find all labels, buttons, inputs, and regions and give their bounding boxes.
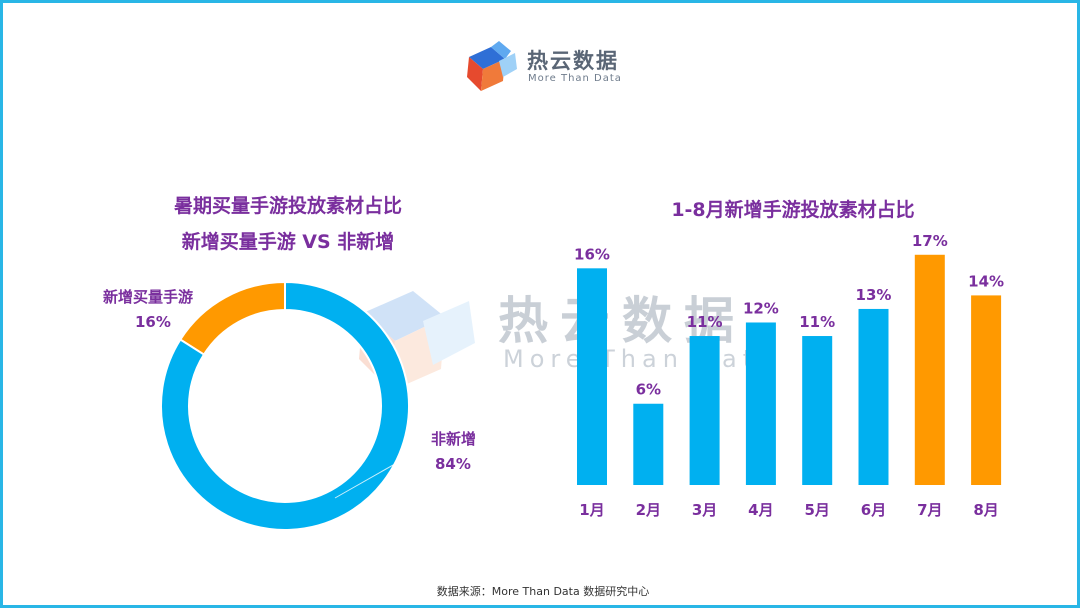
bar-4月 bbox=[745, 322, 776, 485]
brand-logo: 热云数据 More Than Data bbox=[465, 39, 635, 95]
x-tick-label: 4月 bbox=[748, 501, 773, 519]
bar-value-label: 13% bbox=[856, 286, 892, 304]
watermark-subtitle: More Than Data bbox=[503, 345, 779, 373]
donut-leader-line bbox=[334, 447, 424, 499]
bar-value-label: 17% bbox=[912, 232, 948, 250]
bar-value-label: 12% bbox=[743, 299, 779, 317]
x-tick-label: 1月 bbox=[579, 501, 604, 519]
bar-value-label: 16% bbox=[574, 245, 610, 263]
cube-logo-icon bbox=[467, 41, 517, 91]
bar-chart: 16% 1月 6% 2月 11% 3月 12% 4月 11% 5月 13% 6月 17% 7月 14% 8月 bbox=[574, 232, 1004, 519]
donut-slice-label-existing: 非新增 bbox=[431, 430, 477, 448]
bar-value-label: 14% bbox=[968, 272, 1004, 290]
donut-title-line-2: 新增买量手游 VS 非新增 bbox=[181, 231, 395, 253]
donut-slice-value-new: 16% bbox=[135, 313, 171, 331]
charts-canvas: 16% 1月 6% 2月 11% 3月 12% 4月 11% 5月 13% 6月 17% 7月 14% 8月 bbox=[160, 232, 1004, 531]
donut-slice-value-existing: 84% bbox=[435, 455, 471, 473]
bar-value-label: 11% bbox=[687, 313, 723, 331]
logo-name: 热云数据 bbox=[527, 49, 619, 73]
bar-1月 bbox=[577, 268, 607, 485]
donut-title-line-1: 暑期买量手游投放素材占比 bbox=[173, 195, 402, 217]
bar-6月 bbox=[858, 308, 889, 485]
donut-slice-label-new: 新增买量手游 bbox=[103, 288, 194, 306]
bar-value-label: 6% bbox=[636, 381, 661, 399]
bar-8月 bbox=[971, 295, 1002, 485]
x-tick-label: 8月 bbox=[973, 501, 998, 519]
source-note: 数据来源：More Than Data 数据研究中心 bbox=[436, 585, 650, 598]
x-tick-label: 3月 bbox=[692, 501, 717, 519]
x-tick-label: 7月 bbox=[917, 501, 942, 519]
donut-slice-existing bbox=[160, 280, 410, 531]
bar-2月 bbox=[633, 403, 664, 485]
bar-3月 bbox=[689, 336, 720, 485]
x-tick-label: 6月 bbox=[861, 501, 886, 519]
bar-5月 bbox=[802, 336, 833, 485]
bar-chart-title: 1-8月新增手游投放素材占比 bbox=[671, 199, 915, 221]
x-tick-label: 2月 bbox=[636, 501, 661, 519]
bar-7月 bbox=[914, 254, 945, 485]
donut-chart bbox=[160, 280, 410, 531]
donut-slice-new bbox=[178, 280, 286, 356]
logo-subtitle: More Than Data bbox=[528, 73, 622, 84]
bar-value-label: 11% bbox=[799, 313, 835, 331]
x-tick-label: 5月 bbox=[804, 501, 829, 519]
